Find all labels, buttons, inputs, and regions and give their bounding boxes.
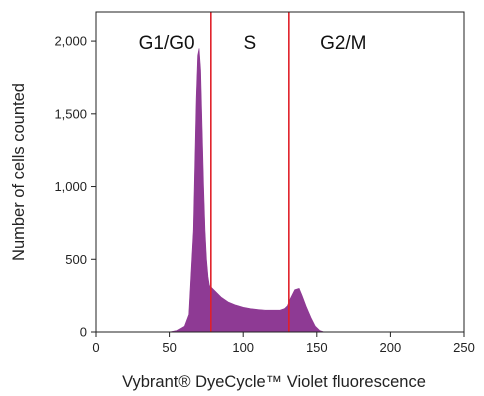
phase-label-g1-g0: G1/G0 xyxy=(139,33,195,54)
x-tick-label: 0 xyxy=(92,340,99,355)
axis-ticks: 0 50 100 150 200 250 0 500 1,000 1,500 2,000 xyxy=(54,34,474,355)
x-axis-title: Vybrant® DyeCycle™ Violet fluorescence xyxy=(122,373,426,391)
y-axis-title: Number of cells counted xyxy=(10,83,28,261)
x-tick-label: 200 xyxy=(380,340,402,355)
x-tick-label: 100 xyxy=(232,340,254,355)
y-tick-label: 0 xyxy=(80,325,87,340)
x-tick-label: 150 xyxy=(306,340,328,355)
x-tick-label: 50 xyxy=(162,340,176,355)
plot-frame xyxy=(95,11,465,333)
x-tick-label: 250 xyxy=(453,340,475,355)
y-tick-label: 1,500 xyxy=(54,106,87,121)
y-tick-label: 2,000 xyxy=(54,34,87,49)
y-tick-label: 500 xyxy=(65,252,87,267)
phase-label-g2-m: G2/M xyxy=(320,33,366,54)
gate-lines xyxy=(210,12,290,332)
phase-label-s: S xyxy=(243,33,256,54)
plot-area xyxy=(169,48,325,333)
histogram-area xyxy=(169,48,325,333)
y-tick-label: 1,000 xyxy=(54,179,87,194)
phase-labels: G1/G0 S G2/M xyxy=(139,33,367,54)
